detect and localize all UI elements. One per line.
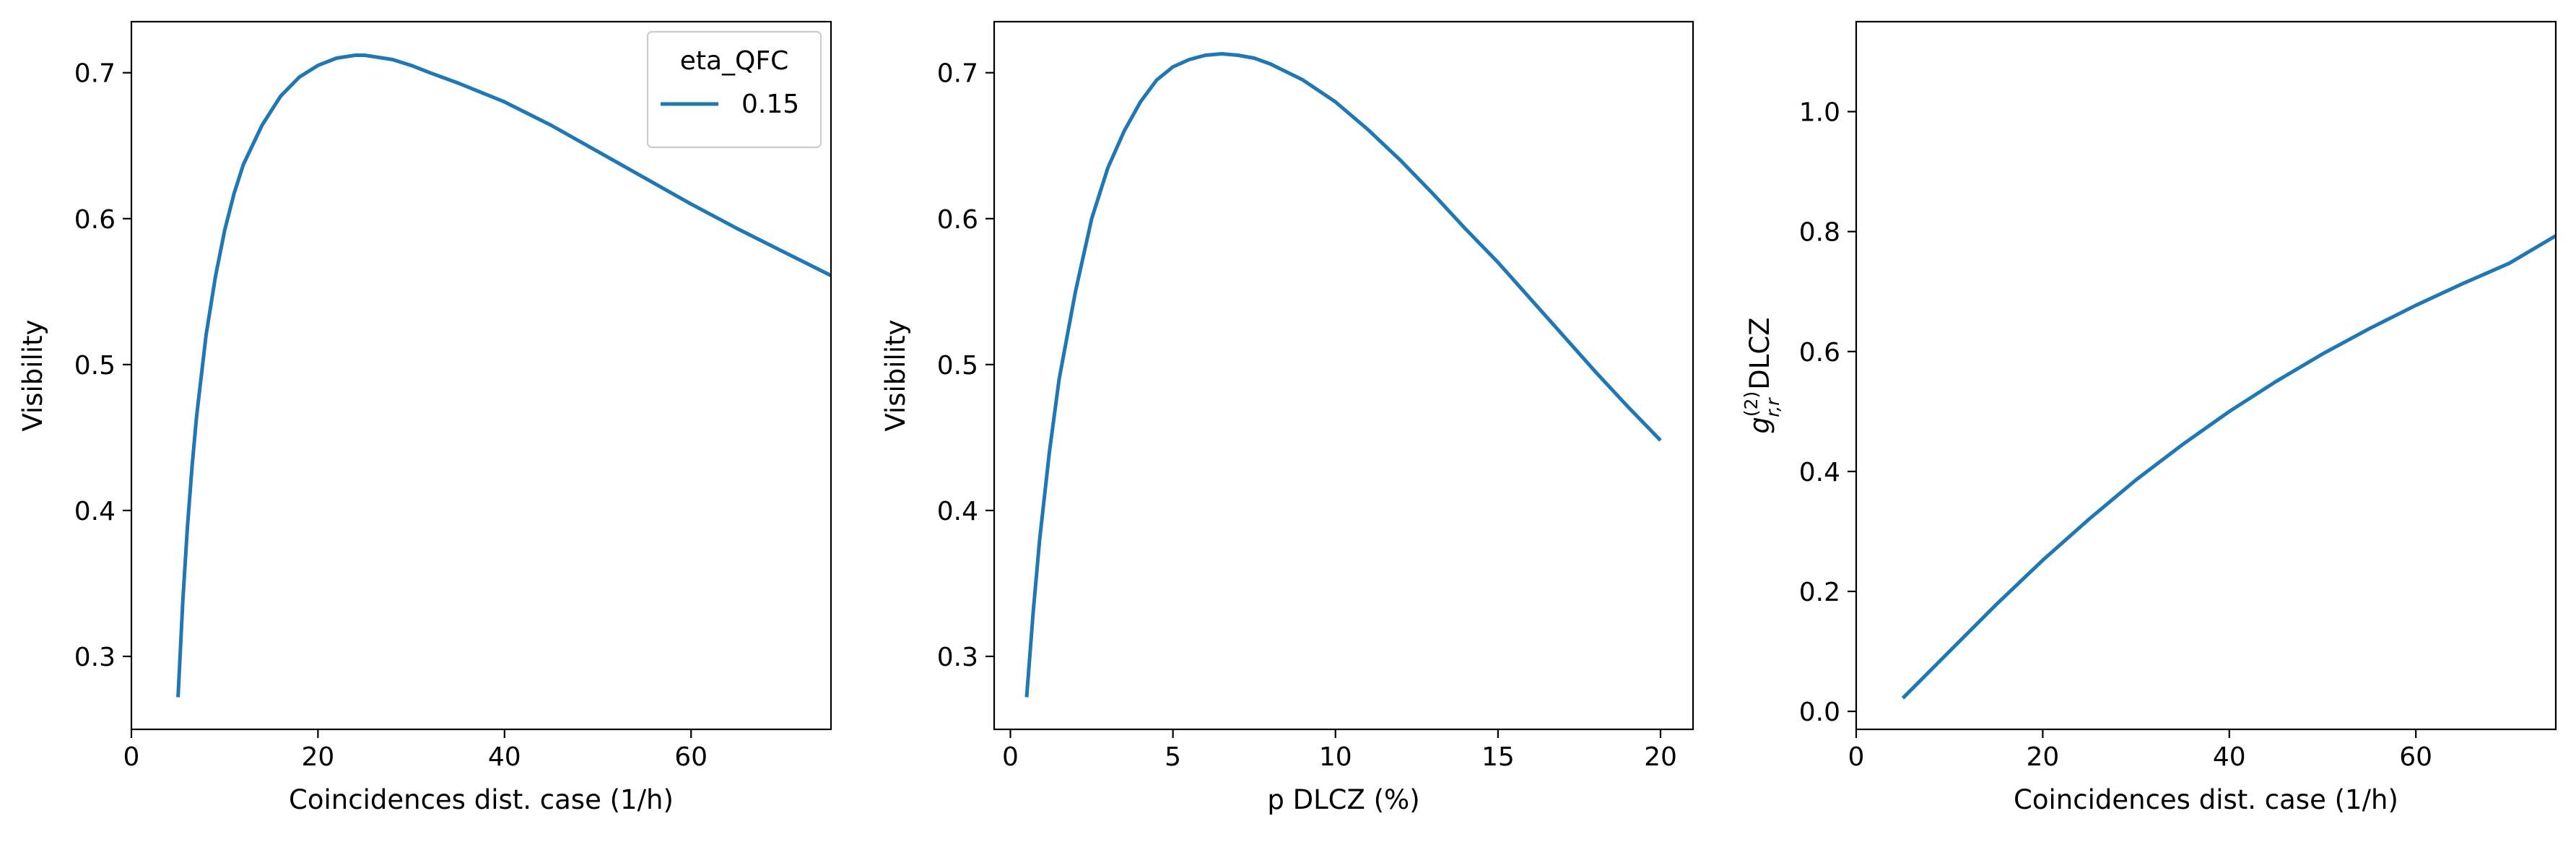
x-tick-label: 10	[1319, 742, 1352, 772]
y-tick-label: 1.0	[1799, 98, 1840, 128]
y-tick-label: 0.5	[937, 351, 978, 381]
y-tick-label: 0.6	[1799, 338, 1840, 368]
axes-frame	[993, 20, 1694, 731]
series-line-0-15	[176, 53, 831, 698]
x-tick-label: 40	[488, 742, 521, 772]
y-tick-label: 0.8	[1799, 218, 1840, 248]
subplot-g2-vs-coincidences: 0 20 40 60 0.0 0.2 0.4 0.6 0.8 1.0 Coincidences di…	[1741, 20, 2557, 815]
y-tick-label: 0.2	[1799, 578, 1840, 607]
y-tick-label: 0.4	[937, 497, 978, 526]
x-tick-label: 20	[2026, 742, 2059, 772]
x-tick-label: 0	[1848, 742, 1865, 772]
subplot-visibility-vs-coincidences: 0 20 40 60 0.3 0.4 0.5 0.6 0.7 Coincidences dist.…	[17, 20, 832, 815]
series-line-1-0	[1024, 52, 1662, 698]
x-axis-label: Coincidences dist. case (1/h)	[2014, 784, 2398, 815]
series-line-2-0	[1901, 234, 2556, 700]
x-tick-label: 20	[301, 742, 334, 772]
y-tick-label: 0.6	[74, 205, 116, 235]
x-tick-label: 20	[1644, 742, 1677, 772]
y-tick-label: 0.5	[74, 351, 116, 381]
y-tick-label: 0.6	[937, 205, 978, 235]
x-tick-label: 5	[1165, 742, 1181, 772]
y-tick-label: 0.7	[74, 59, 116, 89]
legend-entry-label: 0.15	[741, 90, 799, 119]
x-axis-label: p DLCZ (%)	[1267, 784, 1419, 815]
axes-frame	[1855, 20, 2557, 731]
y-axis-label: g(2)r,r DLCZ	[1741, 317, 1783, 433]
y-tick-label: 0.4	[74, 497, 116, 526]
y-tick-label: 0.3	[937, 643, 978, 672]
x-tick-label: 0	[123, 742, 140, 772]
x-tick-label: 40	[2213, 742, 2246, 772]
x-tick-label: 60	[2399, 742, 2432, 772]
x-tick-label: 60	[674, 742, 708, 772]
axes-frame	[130, 20, 832, 731]
y-tick-label: 0.4	[1799, 458, 1840, 487]
y-axis-label: Visibility	[880, 319, 911, 431]
legend-box	[646, 30, 822, 149]
legend-title: eta_QFC	[680, 46, 789, 76]
subplot-visibility-vs-p-dlcz: 0 5 10 15 20 0.3 0.4 0.5 0.6 0.7 p DLCZ (%) Visibil…	[880, 20, 1694, 815]
x-tick-label: 0	[1002, 742, 1019, 772]
y-tick-label: 0.0	[1799, 698, 1840, 727]
legend: eta_QFC 0.15	[646, 30, 822, 149]
y-tick-label: 0.3	[74, 643, 116, 672]
x-axis-label: Coincidences dist. case (1/h)	[289, 784, 674, 815]
y-axis-label: Visibility	[17, 319, 48, 431]
y-tick-label: 0.7	[937, 59, 978, 89]
x-tick-label: 15	[1481, 742, 1515, 772]
